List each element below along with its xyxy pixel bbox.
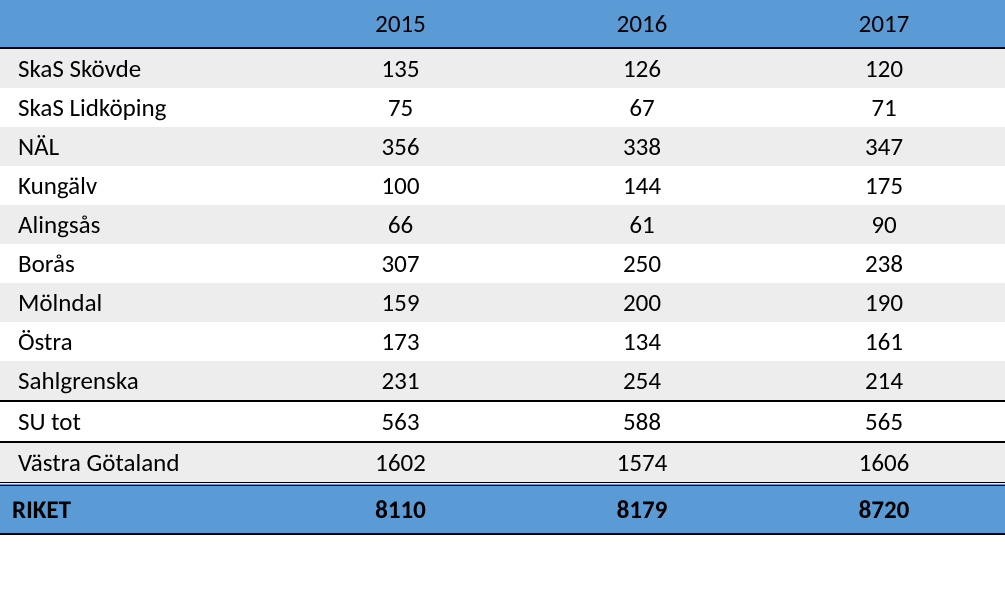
row-label: Västra Götaland xyxy=(0,442,280,484)
row-value: 338 xyxy=(521,127,763,166)
table-row: SkaS Lidköping756771 xyxy=(0,88,1005,127)
table-row: Kungälv100144175 xyxy=(0,166,1005,205)
row-value: 1606 xyxy=(763,442,1005,484)
row-value: 347 xyxy=(763,127,1005,166)
header-year: 2017 xyxy=(763,0,1005,48)
data-table: 201520162017SkaS Skövde135126120SkaS Lid… xyxy=(0,0,1005,535)
table-row: Borås307250238 xyxy=(0,244,1005,283)
row-label: SkaS Skövde xyxy=(0,48,280,88)
row-value: 126 xyxy=(521,48,763,88)
row-value: 307 xyxy=(280,244,521,283)
footer-value: 8179 xyxy=(521,484,763,534)
row-label: Mölndal xyxy=(0,283,280,322)
footer-value: 8110 xyxy=(280,484,521,534)
row-value: 1602 xyxy=(280,442,521,484)
row-label: Borås xyxy=(0,244,280,283)
row-value: 250 xyxy=(521,244,763,283)
row-value: 67 xyxy=(521,88,763,127)
table-row: Mölndal159200190 xyxy=(0,283,1005,322)
row-value: 356 xyxy=(280,127,521,166)
row-value: 254 xyxy=(521,361,763,401)
header-year: 2015 xyxy=(280,0,521,48)
row-label: SkaS Lidköping xyxy=(0,88,280,127)
table-row: Västra Götaland160215741606 xyxy=(0,442,1005,484)
table-row: NÄL356338347 xyxy=(0,127,1005,166)
row-value: 200 xyxy=(521,283,763,322)
row-value: 61 xyxy=(521,205,763,244)
row-value: 100 xyxy=(280,166,521,205)
row-value: 66 xyxy=(280,205,521,244)
row-value: 144 xyxy=(521,166,763,205)
row-value: 1574 xyxy=(521,442,763,484)
table-row: Sahlgrenska231254214 xyxy=(0,361,1005,401)
table-row: Alingsås666190 xyxy=(0,205,1005,244)
row-value: 231 xyxy=(280,361,521,401)
table-row: Östra173134161 xyxy=(0,322,1005,361)
row-value: 565 xyxy=(763,401,1005,442)
row-value: 159 xyxy=(280,283,521,322)
row-value: 161 xyxy=(763,322,1005,361)
table-footer-row: RIKET811081798720 xyxy=(0,484,1005,534)
row-value: 238 xyxy=(763,244,1005,283)
footer-value: 8720 xyxy=(763,484,1005,534)
row-value: 588 xyxy=(521,401,763,442)
row-label: Sahlgrenska xyxy=(0,361,280,401)
row-label: Alingsås xyxy=(0,205,280,244)
row-value: 175 xyxy=(763,166,1005,205)
row-value: 214 xyxy=(763,361,1005,401)
header-blank xyxy=(0,0,280,48)
row-label: Kungälv xyxy=(0,166,280,205)
table-row: SU tot563588565 xyxy=(0,401,1005,442)
row-value: 120 xyxy=(763,48,1005,88)
row-label: NÄL xyxy=(0,127,280,166)
row-value: 190 xyxy=(763,283,1005,322)
row-value: 173 xyxy=(280,322,521,361)
row-value: 563 xyxy=(280,401,521,442)
row-value: 90 xyxy=(763,205,1005,244)
header-year: 2016 xyxy=(521,0,763,48)
row-value: 71 xyxy=(763,88,1005,127)
row-value: 75 xyxy=(280,88,521,127)
row-label: SU tot xyxy=(0,401,280,442)
row-value: 135 xyxy=(280,48,521,88)
row-label: Östra xyxy=(0,322,280,361)
row-value: 134 xyxy=(521,322,763,361)
table-row: SkaS Skövde135126120 xyxy=(0,48,1005,88)
table-header-row: 201520162017 xyxy=(0,0,1005,48)
footer-label: RIKET xyxy=(0,484,280,534)
